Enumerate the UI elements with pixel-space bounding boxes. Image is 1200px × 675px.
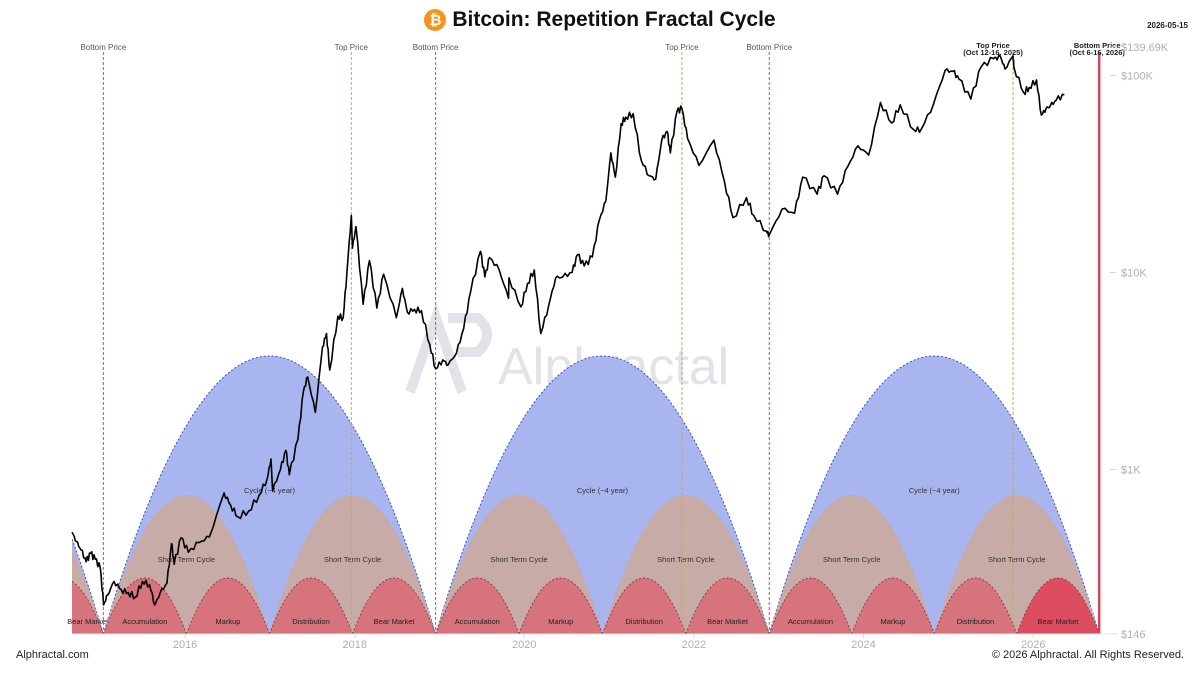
x-tick-label: 2024 <box>851 639 875 651</box>
y-tick-label: $139.69K <box>1121 42 1169 54</box>
price-line <box>71 54 1065 606</box>
y-tick-label: $1K <box>1121 464 1141 476</box>
cycle-label: Cycle (~4 year) <box>577 486 629 495</box>
x-tick-label: 2026 <box>1021 639 1045 651</box>
marker-sublabel: (Oct 12-16, 2025) <box>963 48 1023 57</box>
phase-label: Accumulation <box>455 617 500 626</box>
phase-label: Bear Market <box>374 617 416 626</box>
cycle-markers: Bottom Price Top Price Bottom Price Top Pri… <box>80 41 1125 634</box>
bitcoin-icon: ₿ <box>424 9 447 31</box>
marker-label: Top Price <box>335 43 369 52</box>
phase-label: Markup <box>880 617 905 626</box>
phase-arch <box>435 577 520 635</box>
phase-arch <box>851 577 935 635</box>
short-term-label: Short Term Cycle <box>324 555 381 564</box>
footer-copyright: © 2026 Alphractal. All Rights Reserved. <box>991 649 1184 661</box>
phase-label: Markup <box>548 617 573 626</box>
short-term-label: Short Term Cycle <box>657 555 714 564</box>
price-line-layer <box>71 54 1065 606</box>
y-tick-label: $100K <box>1121 71 1153 83</box>
marker-label: Bottom Price <box>413 43 459 52</box>
marker-label: Bottom Price <box>746 43 792 52</box>
phase-label: Accumulation <box>788 617 833 626</box>
title-wrap: ₿ Bitcoin: Repetition Fractal Cycle <box>0 8 1200 32</box>
marker-label: Bottom Price <box>1074 41 1121 50</box>
pre-cycle-segment <box>72 537 104 634</box>
x-tick-label: 2018 <box>343 639 367 651</box>
x-tick-label: 2022 <box>682 639 706 651</box>
phase-label: Markup <box>215 617 240 626</box>
marker-label: Bottom Price <box>80 43 126 52</box>
chart-title: Bitcoin: Repetition Fractal Cycle <box>452 8 776 31</box>
phase-label: Bear Market <box>67 617 109 626</box>
short-term-label: Short Term Cycle <box>823 555 880 564</box>
phase-arch <box>185 577 271 635</box>
phase-arch <box>933 577 1018 635</box>
cycle-label: Cycle (~4 year) <box>909 486 961 495</box>
short-term-label: Short Term Cycle <box>988 555 1045 564</box>
phase-label: Bear Market <box>707 617 749 626</box>
marker-sublabel: (Oct 6-16, 2026) <box>1069 48 1125 57</box>
phase-arch <box>518 577 604 635</box>
axes: 2016 2018 2020 2022 2024 2026 $146 $1K $10K $100K… <box>72 42 1169 651</box>
x-tick-label: 2020 <box>512 639 536 651</box>
phase-label: Bear Market <box>1038 617 1080 626</box>
cycle-group: Cycle (~4 year) Short Term Cycle Short Ter… <box>434 355 770 635</box>
cycle-label: Cycle (~4 year) <box>244 486 296 495</box>
phase-arch <box>685 577 770 635</box>
y-tick-label: $10K <box>1121 268 1147 280</box>
phase-arch <box>601 577 687 635</box>
phase-arch <box>768 577 853 635</box>
phase-arch <box>268 577 354 635</box>
x-tick-label: 2016 <box>173 639 197 651</box>
marker-label: Top Price <box>976 41 1010 50</box>
cycle-group: Cycle (~4 year) Short Term Cycle Short Ter… <box>102 355 437 635</box>
short-term-label: Short Term Cycle <box>490 555 547 564</box>
short-term-label: Short Term Cycle <box>158 555 215 564</box>
watermark-logo-bowl <box>448 313 492 357</box>
footer-site: Alphractal.com <box>16 649 89 661</box>
phase-arch <box>102 577 187 635</box>
cycle-group: Cycle (~4 year) Short Term Cycle Short Ter… <box>768 355 1100 635</box>
header: ₿ Bitcoin: Repetition Fractal Cycle 2026-… <box>0 0 1200 44</box>
y-tick-label: $146 <box>1121 629 1145 641</box>
marker-label: Top Price <box>665 43 699 52</box>
phase-label: Accumulation <box>122 617 167 626</box>
phase-arch <box>351 577 437 635</box>
phase-label: Distribution <box>957 617 995 626</box>
phase-label: Distribution <box>292 617 330 626</box>
phase-arch <box>1016 577 1100 635</box>
phase-label: Distribution <box>625 617 663 626</box>
cycle-arches: Bear Market Cycle (~4 year) Short Term Cyc… <box>67 355 1100 635</box>
pre-phase-arch <box>72 580 104 634</box>
date-stamp: 2026-05-15 <box>1147 21 1188 30</box>
